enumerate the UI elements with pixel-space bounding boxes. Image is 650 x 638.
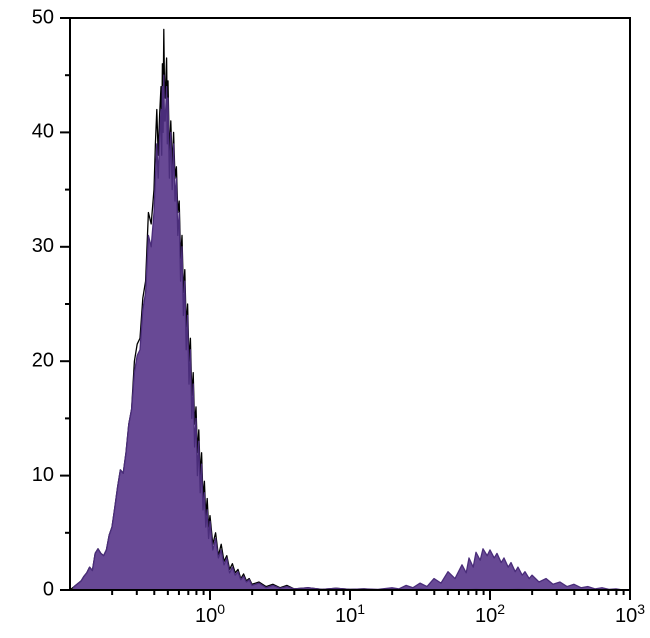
y-tick-label: 20 xyxy=(32,349,54,371)
y-tick-label: 40 xyxy=(32,121,54,143)
y-tick-label: 30 xyxy=(32,235,54,257)
y-tick-label: 10 xyxy=(32,464,54,486)
y-tick-label: 0 xyxy=(43,578,54,600)
chart-svg: 01020304050100101102103 xyxy=(0,0,650,638)
flow-cytometry-histogram: 01020304050100101102103 xyxy=(0,0,650,638)
y-tick-label: 50 xyxy=(32,6,54,28)
